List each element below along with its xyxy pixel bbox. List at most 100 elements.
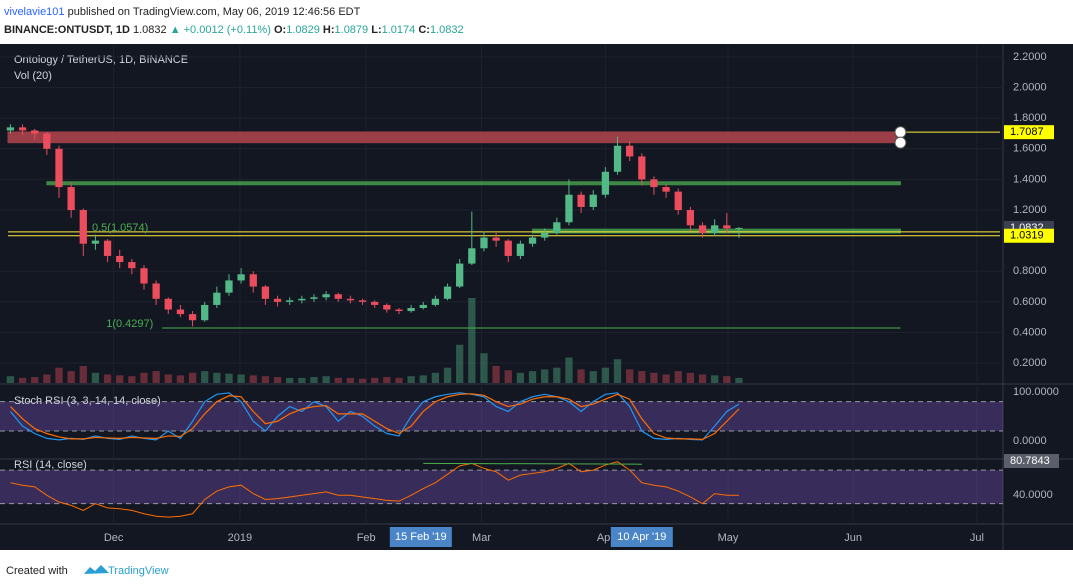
author: vivelavie101 published on TradingView.co… [4,6,361,18]
candle-body [249,274,257,287]
stoch-tick-label: 100.0000 [1013,386,1059,398]
candle-body [492,237,500,241]
x-tick-label: Mar [472,532,491,544]
candle-body [188,314,197,321]
candle-body [346,298,355,301]
candle-body [516,243,525,256]
candle-body [103,240,112,256]
y-tick-label: 1.2000 [1013,204,1047,216]
crosshair-tag-bg [389,527,452,547]
x-tick-label: Jul [970,532,984,544]
candle-body [152,283,160,299]
volume-bar [650,372,658,383]
anchor-handle [894,136,907,149]
y-tick-label: 1.8000 [1013,112,1047,124]
rsi-tag: 80.7843 [1010,455,1050,467]
volume-bar [735,377,743,383]
volume-bar [577,369,585,383]
volume-bar [613,359,622,383]
volume-bar [140,372,148,383]
volume-bar [638,371,646,383]
volume-bar [334,377,342,383]
volume-bar [273,377,282,383]
volume-bar [164,374,172,383]
h: 1.0879 [335,24,369,36]
candle-body [686,210,695,226]
candle-body [589,194,597,207]
candle-body [273,298,282,302]
volume-bar [176,375,185,383]
volume-bar [723,376,731,383]
candle-body [298,298,306,301]
volume-bar [43,374,51,383]
y-tick-label: 2.0000 [1013,81,1047,93]
crosshair-tag: 10 Apr '19 [617,531,666,543]
candle-body [128,262,136,269]
volume-bar [626,369,634,383]
tv-logo [84,565,109,574]
candle-body [565,194,573,223]
published: published on TradingView.com, May 06, 20… [68,6,361,18]
candle-body [662,187,670,192]
volume-bar [128,376,136,383]
volume-bar [322,376,330,383]
candle-body [431,298,440,305]
volume-bar [419,375,427,383]
y-tick-label: 1.6000 [1013,143,1047,155]
stoch-tick-label: 0.0000 [1013,435,1047,447]
candle-body [358,300,367,302]
volume-bar [31,377,39,383]
x-tick-label: Feb [357,532,376,544]
rsi-tag-bg [1004,454,1059,469]
l-label: L: [371,24,381,36]
symbol-line: BINANCE:ONTUSDT, 1D 1.0832 ▲ +0.0012 (+0… [4,24,464,36]
volume-bar [662,374,670,383]
candle-body [286,300,294,302]
volume-bar [553,367,561,383]
volume-bar [201,371,209,383]
stoch-line [10,393,740,440]
rsi-line [10,461,739,518]
candle-body [407,307,415,312]
volume-bar [541,369,549,383]
candle-body [468,248,476,264]
candle-body [419,304,427,308]
volume-bar [407,376,415,383]
c: 1.0832 [430,24,464,36]
x-tick-label: Jun [844,532,862,544]
y-tick-label: 0.6000 [1013,296,1047,308]
volume-bar [456,344,464,383]
candle-body [443,286,452,299]
volume-bar [492,366,500,383]
chart-subtitle: Vol (20) [14,70,52,82]
x-tick-label: 2019 [228,532,252,544]
volume-bar [18,377,27,383]
volume-bar [310,377,318,383]
candle-body [650,179,658,188]
candle-body [55,148,63,188]
y-tick-label: 0.8000 [1013,265,1047,277]
candle-body [601,171,610,195]
candle-body [577,194,585,207]
candle-body [43,133,51,149]
volume-bar [395,377,403,383]
candle-body [67,187,75,211]
candle-body [711,225,719,233]
y-tick-label: 2.2000 [1013,51,1047,63]
volume-bar [431,372,440,383]
volume-bar [358,378,367,383]
price-label-bg [1004,125,1054,140]
candle-body [31,130,39,134]
level-label: 1(0.4297) [106,318,153,330]
volume-bar [237,374,245,383]
candle-body [79,210,87,244]
volume-bar [589,371,597,383]
change: ▲ +0.0012 (+0.11%) [170,24,271,36]
candle-body [723,225,731,229]
volume-bar [79,366,87,383]
price-label: 1.0319 [1010,230,1044,242]
stoch-title: Stoch RSI (3, 3, 14, 14, close) [14,395,161,407]
volume-bar [6,376,15,383]
candle-body [310,297,318,299]
